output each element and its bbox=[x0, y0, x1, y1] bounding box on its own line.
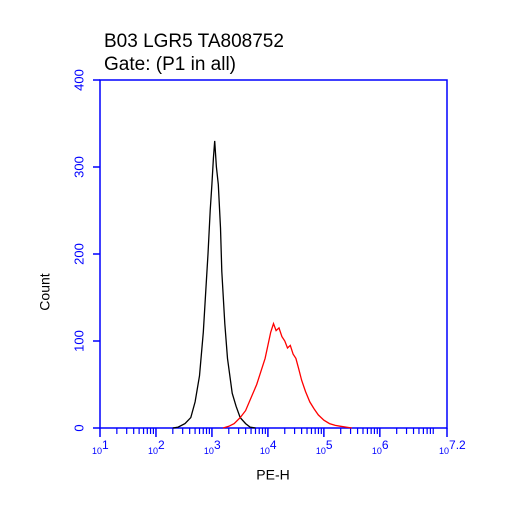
histogram-line bbox=[172, 140, 256, 429]
x-tick-label: 102 bbox=[148, 438, 165, 456]
y-tick-label: 100 bbox=[71, 330, 86, 352]
x-tick-label: 104 bbox=[260, 438, 277, 456]
x-axis-label: PE-H bbox=[256, 467, 289, 483]
x-tick-base: 10 bbox=[204, 446, 214, 456]
chart-title: B03 LGR5 TA808752 bbox=[104, 31, 284, 52]
y-tick-label: 0 bbox=[71, 424, 86, 431]
x-tick-base: 10 bbox=[148, 446, 158, 456]
x-tick-exponent: 2 bbox=[158, 438, 165, 452]
y-axis-label: Count bbox=[37, 273, 53, 310]
x-tick-base: 10 bbox=[372, 446, 382, 456]
x-tick-exponent: 4 bbox=[270, 438, 277, 452]
x-tick-exponent: 5 bbox=[326, 438, 333, 452]
x-tick-label: 101 bbox=[92, 438, 109, 456]
x-tick-exponent: 1 bbox=[102, 438, 109, 452]
x-tick-base: 10 bbox=[316, 446, 326, 456]
x-tick-base: 10 bbox=[92, 446, 102, 456]
x-tick-label: 103 bbox=[204, 438, 221, 456]
x-tick-label: 106 bbox=[372, 438, 389, 456]
y-tick-label: 400 bbox=[71, 69, 86, 91]
x-tick-label: 105 bbox=[316, 438, 333, 456]
x-tick-base: 10 bbox=[439, 446, 449, 456]
histogram-line bbox=[222, 321, 352, 429]
chart-subtitle: Gate: (P1 in all) bbox=[104, 54, 236, 75]
x-tick-exponent: 3 bbox=[214, 438, 221, 452]
x-tick-label: 107.2 bbox=[439, 438, 466, 456]
x-tick-exponent: 6 bbox=[382, 438, 389, 452]
x-tick-base: 10 bbox=[260, 446, 270, 456]
y-tick-label: 200 bbox=[71, 243, 86, 265]
x-tick-exponent: 7.2 bbox=[449, 438, 466, 452]
y-tick-label: 300 bbox=[71, 156, 86, 178]
